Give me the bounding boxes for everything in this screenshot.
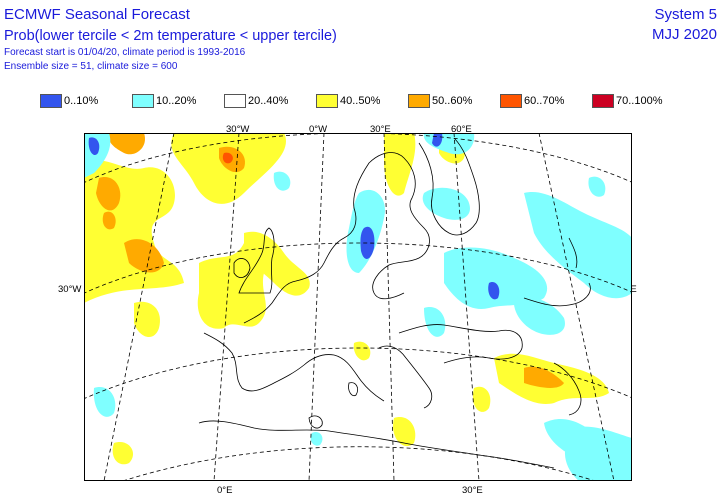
lon-label-top: 0°W xyxy=(309,124,328,135)
prob-area-40-50 xyxy=(472,386,491,412)
legend-label: 50..60% xyxy=(432,95,473,107)
prob-area-10-20 xyxy=(424,307,446,337)
prob-area-40-50 xyxy=(353,341,371,361)
coastline xyxy=(523,282,591,307)
prob-area-0-10 xyxy=(360,226,375,259)
legend-label: 70..100% xyxy=(616,95,663,107)
parallel-line xyxy=(84,242,632,294)
parallel-line xyxy=(84,347,632,400)
prob-area-10-20 xyxy=(422,187,470,220)
legend-label: 0..10% xyxy=(64,95,99,107)
legend-item: 40..50% xyxy=(316,94,380,108)
lon-label-bottom: 30°E xyxy=(462,485,483,496)
coastline xyxy=(348,382,358,397)
forecast-info: Forecast start is 01/04/20, climate peri… xyxy=(4,47,246,58)
ensemble-info: Ensemble size = 51, climate size = 600 xyxy=(4,61,178,72)
period-label: MJJ 2020 xyxy=(651,26,717,43)
prob-area-40-50 xyxy=(393,417,416,447)
legend-item: 50..60% xyxy=(408,94,472,108)
prob-area-10-20 xyxy=(444,247,548,309)
chart-subtitle: Prob(lower tercile < 2m temperature < up… xyxy=(4,28,337,44)
map-panel xyxy=(84,133,632,481)
prob-area-60-70 xyxy=(222,152,233,164)
prob-area-10-20 xyxy=(513,296,565,335)
prob-area-10-20 xyxy=(310,432,323,446)
prob-area-10-20 xyxy=(93,387,116,417)
legend-swatch xyxy=(592,94,614,108)
meridian-line xyxy=(213,133,240,481)
prob-area-40-50 xyxy=(112,442,134,465)
chart-title: ECMWF Seasonal Forecast xyxy=(4,6,190,23)
legend: 0..10% 10..20% 20..40% 40..50% 50..60% 6… xyxy=(0,94,725,112)
prob-area-10-20 xyxy=(588,176,606,197)
legend-swatch xyxy=(408,94,430,108)
legend-swatch xyxy=(132,94,154,108)
prob-area-50-60 xyxy=(524,366,564,388)
legend-swatch xyxy=(40,94,62,108)
coastline xyxy=(553,362,582,416)
legend-item: 0..10% xyxy=(40,94,98,108)
prob-area-50-60 xyxy=(96,177,121,211)
coastline xyxy=(308,415,323,429)
meridian-line xyxy=(103,133,175,481)
meridian-line xyxy=(453,133,480,481)
legend-item: 60..70% xyxy=(500,94,564,108)
coastlines xyxy=(198,137,591,469)
legend-item: 20..40% xyxy=(224,94,288,108)
prob-area-50-60 xyxy=(102,211,116,230)
legend-item: 70..100% xyxy=(592,94,662,108)
map-canvas xyxy=(84,133,632,481)
coastline xyxy=(238,227,275,294)
lon-label-top: 30°E xyxy=(370,124,391,135)
meridian-line xyxy=(538,133,615,481)
legend-label: 60..70% xyxy=(524,95,565,107)
legend-swatch xyxy=(500,94,522,108)
lon-label-bottom: 0°E xyxy=(217,485,233,496)
legend-label: 40..50% xyxy=(340,95,381,107)
lon-label-top: 60°E xyxy=(451,124,472,135)
prob-area-0-10 xyxy=(88,137,100,156)
prob-area-50-60 xyxy=(108,133,145,155)
prob-area-10-20 xyxy=(273,171,291,191)
coastline xyxy=(243,152,430,324)
lat-label-left: 30°W xyxy=(58,284,82,295)
graticule xyxy=(84,133,632,481)
coastline xyxy=(233,258,251,278)
prob-area-0-10 xyxy=(488,282,500,300)
map-frame xyxy=(84,133,632,481)
prob-area-10-20 xyxy=(564,426,632,481)
meridian-line xyxy=(308,133,325,481)
coastline xyxy=(378,345,433,409)
prob-area-40-50 xyxy=(197,240,266,329)
prob-area-40-50 xyxy=(134,301,160,338)
legend-label: 20..40% xyxy=(248,95,289,107)
system-label: System 5 xyxy=(654,6,717,23)
legend-label: 10..20% xyxy=(156,95,197,107)
coastline xyxy=(418,137,480,236)
coastline xyxy=(198,420,555,469)
parallel-line xyxy=(121,446,597,481)
legend-item: 10..20% xyxy=(132,94,196,108)
legend-swatch xyxy=(224,94,246,108)
coastline xyxy=(203,332,385,402)
prob-area-50-60 xyxy=(124,239,164,273)
prob-area-40-50 xyxy=(384,133,416,196)
prob-area-10-20 xyxy=(524,192,632,299)
meridian-line xyxy=(383,133,395,481)
coastline xyxy=(568,237,578,269)
lon-label-top: 30°W xyxy=(226,124,250,135)
probability-fields xyxy=(84,133,632,481)
prob-area-40-50 xyxy=(244,231,310,296)
legend-swatch xyxy=(316,94,338,108)
